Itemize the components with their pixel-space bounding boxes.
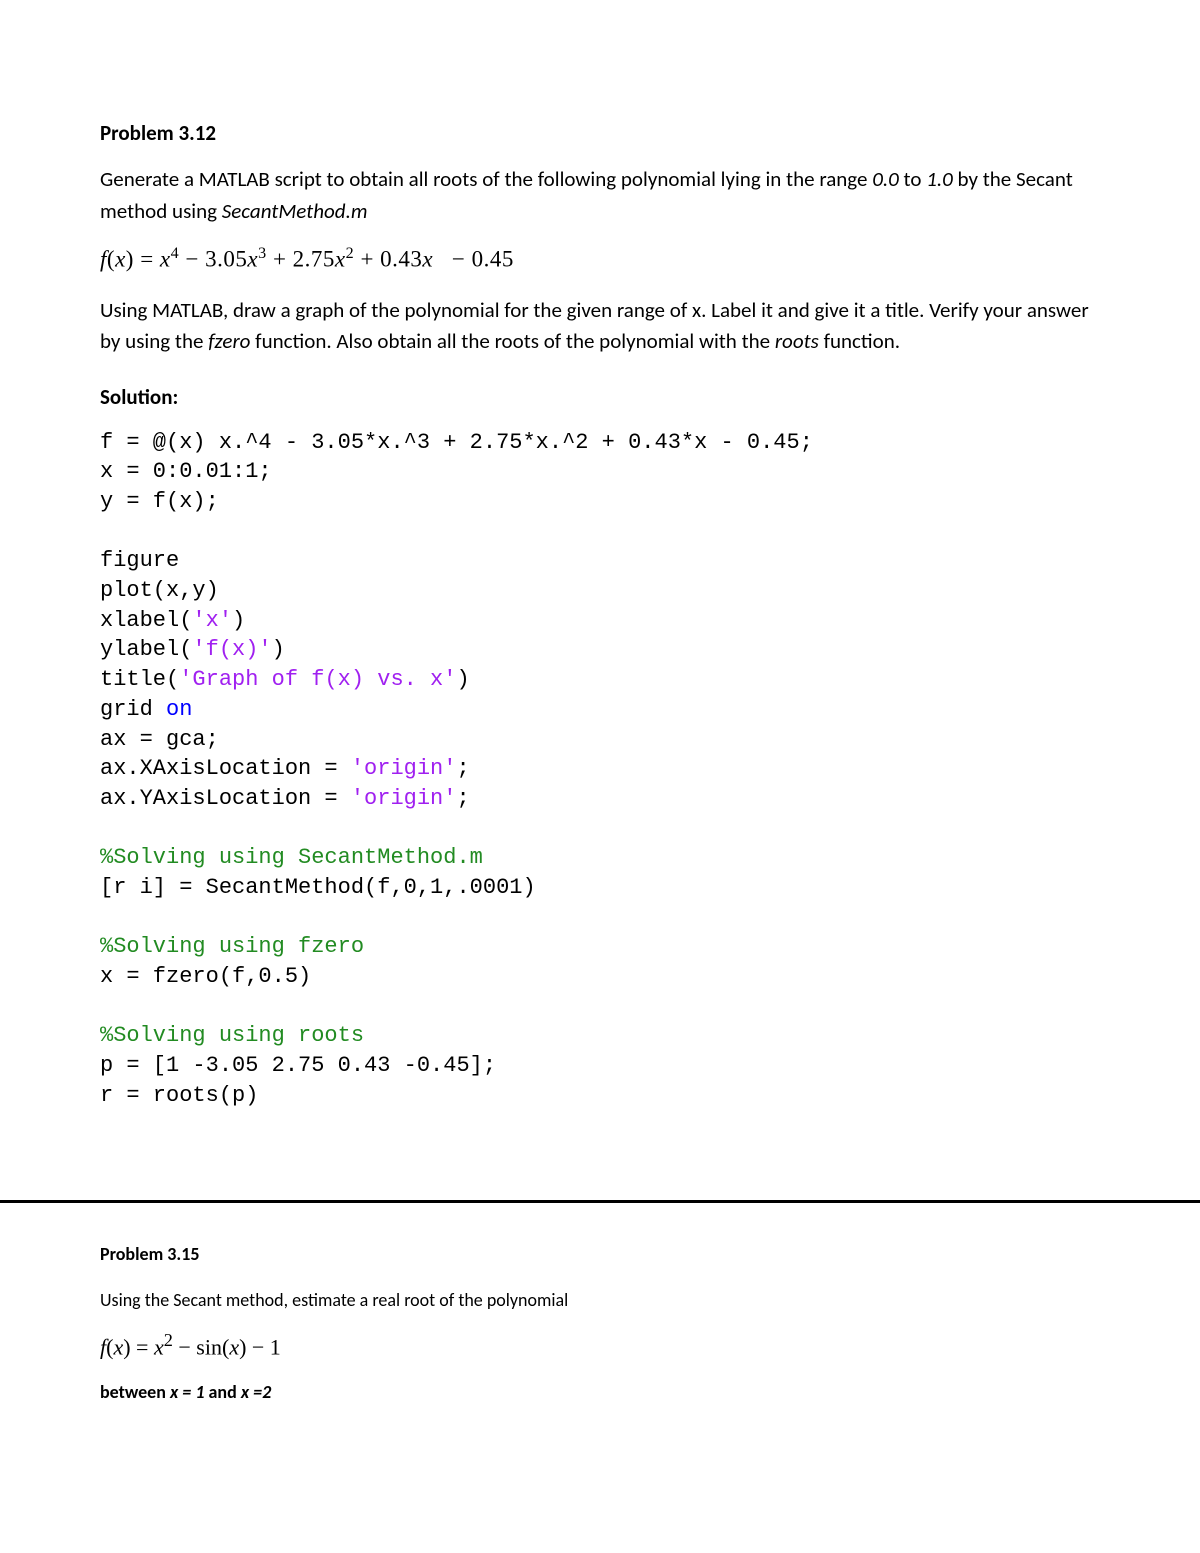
solution-heading: Solution: <box>100 384 1100 410</box>
code-line: p = [1 -3.05 2.75 0.43 -0.45]; <box>100 1053 496 1078</box>
problem-description-3: Using the Secant method, estimate a real… <box>100 1287 1100 1314</box>
code-line: r = roots(p) <box>100 1083 258 1108</box>
filename: SecantMethod.m <box>222 198 368 224</box>
code-comment: %Solving using fzero <box>100 934 364 959</box>
code-line: plot(x,y) <box>100 578 219 603</box>
code-line: title('Graph of f(x) vs. x') <box>100 667 470 692</box>
x-equals-2: x =2 <box>241 1381 271 1403</box>
code-line: ax.XAxisLocation = 'origin'; <box>100 756 470 781</box>
code-line: x = fzero(f,0.5) <box>100 964 311 989</box>
code-line: ax = gca; <box>100 727 219 752</box>
code-line: [r i] = SecantMethod(f,0,1,.0001) <box>100 875 536 900</box>
code-line: xlabel('x') <box>100 608 245 633</box>
matlab-code-block: f = @(x) x.^4 - 3.05*x.^3 + 2.75*x.^2 + … <box>100 428 1100 1111</box>
fzero-ref: fzero <box>208 328 250 354</box>
text-fragment: between <box>100 1381 170 1403</box>
code-line: ax.YAxisLocation = 'origin'; <box>100 786 470 811</box>
page-problem-3-15: Problem 3.15 Using the Secant method, es… <box>0 1203 1200 1481</box>
page-problem-3-12: Problem 3.12 Generate a MATLAB script to… <box>0 0 1200 1200</box>
code-comment: %Solving using SecantMethod.m <box>100 845 483 870</box>
text-fragment: Generate a MATLAB script to obtain all r… <box>100 166 872 192</box>
text-fragment: to <box>899 166 926 192</box>
x-equals-1: x = 1 <box>170 1381 205 1403</box>
code-line: grid on <box>100 697 192 722</box>
text-fragment: function. Also obtain all the roots of t… <box>250 328 774 354</box>
problem-title-2: Problem 3.15 <box>100 1243 1100 1265</box>
problem-description-2: Using MATLAB, draw a graph of the polyno… <box>100 295 1100 358</box>
problem-description-1: Generate a MATLAB script to obtain all r… <box>100 164 1100 227</box>
equation-2: f(x) = x2 − sin(x) − 1 <box>100 1330 1100 1360</box>
code-comment: %Solving using roots <box>100 1023 364 1048</box>
equation-1: f(x) = x4 − 3.05x3 + 2.75x2 + 0.43x − 0.… <box>100 245 1100 273</box>
text-fragment: function. <box>819 328 900 354</box>
code-line: f = @(x) x.^4 - 3.05*x.^3 + 2.75*x.^2 + … <box>100 430 813 455</box>
code-line: y = f(x); <box>100 489 219 514</box>
text-fragment: and <box>204 1381 240 1403</box>
roots-ref: roots <box>775 328 819 354</box>
range-end: 1.0 <box>926 166 953 192</box>
range-start: 0.0 <box>872 166 899 192</box>
code-line: ylabel('f(x)') <box>100 637 285 662</box>
code-line: figure <box>100 548 179 573</box>
problem-range: between x = 1 and x =2 <box>100 1379 1100 1406</box>
code-line: x = 0:0.01:1; <box>100 459 272 484</box>
problem-title: Problem 3.12 <box>100 120 1100 146</box>
